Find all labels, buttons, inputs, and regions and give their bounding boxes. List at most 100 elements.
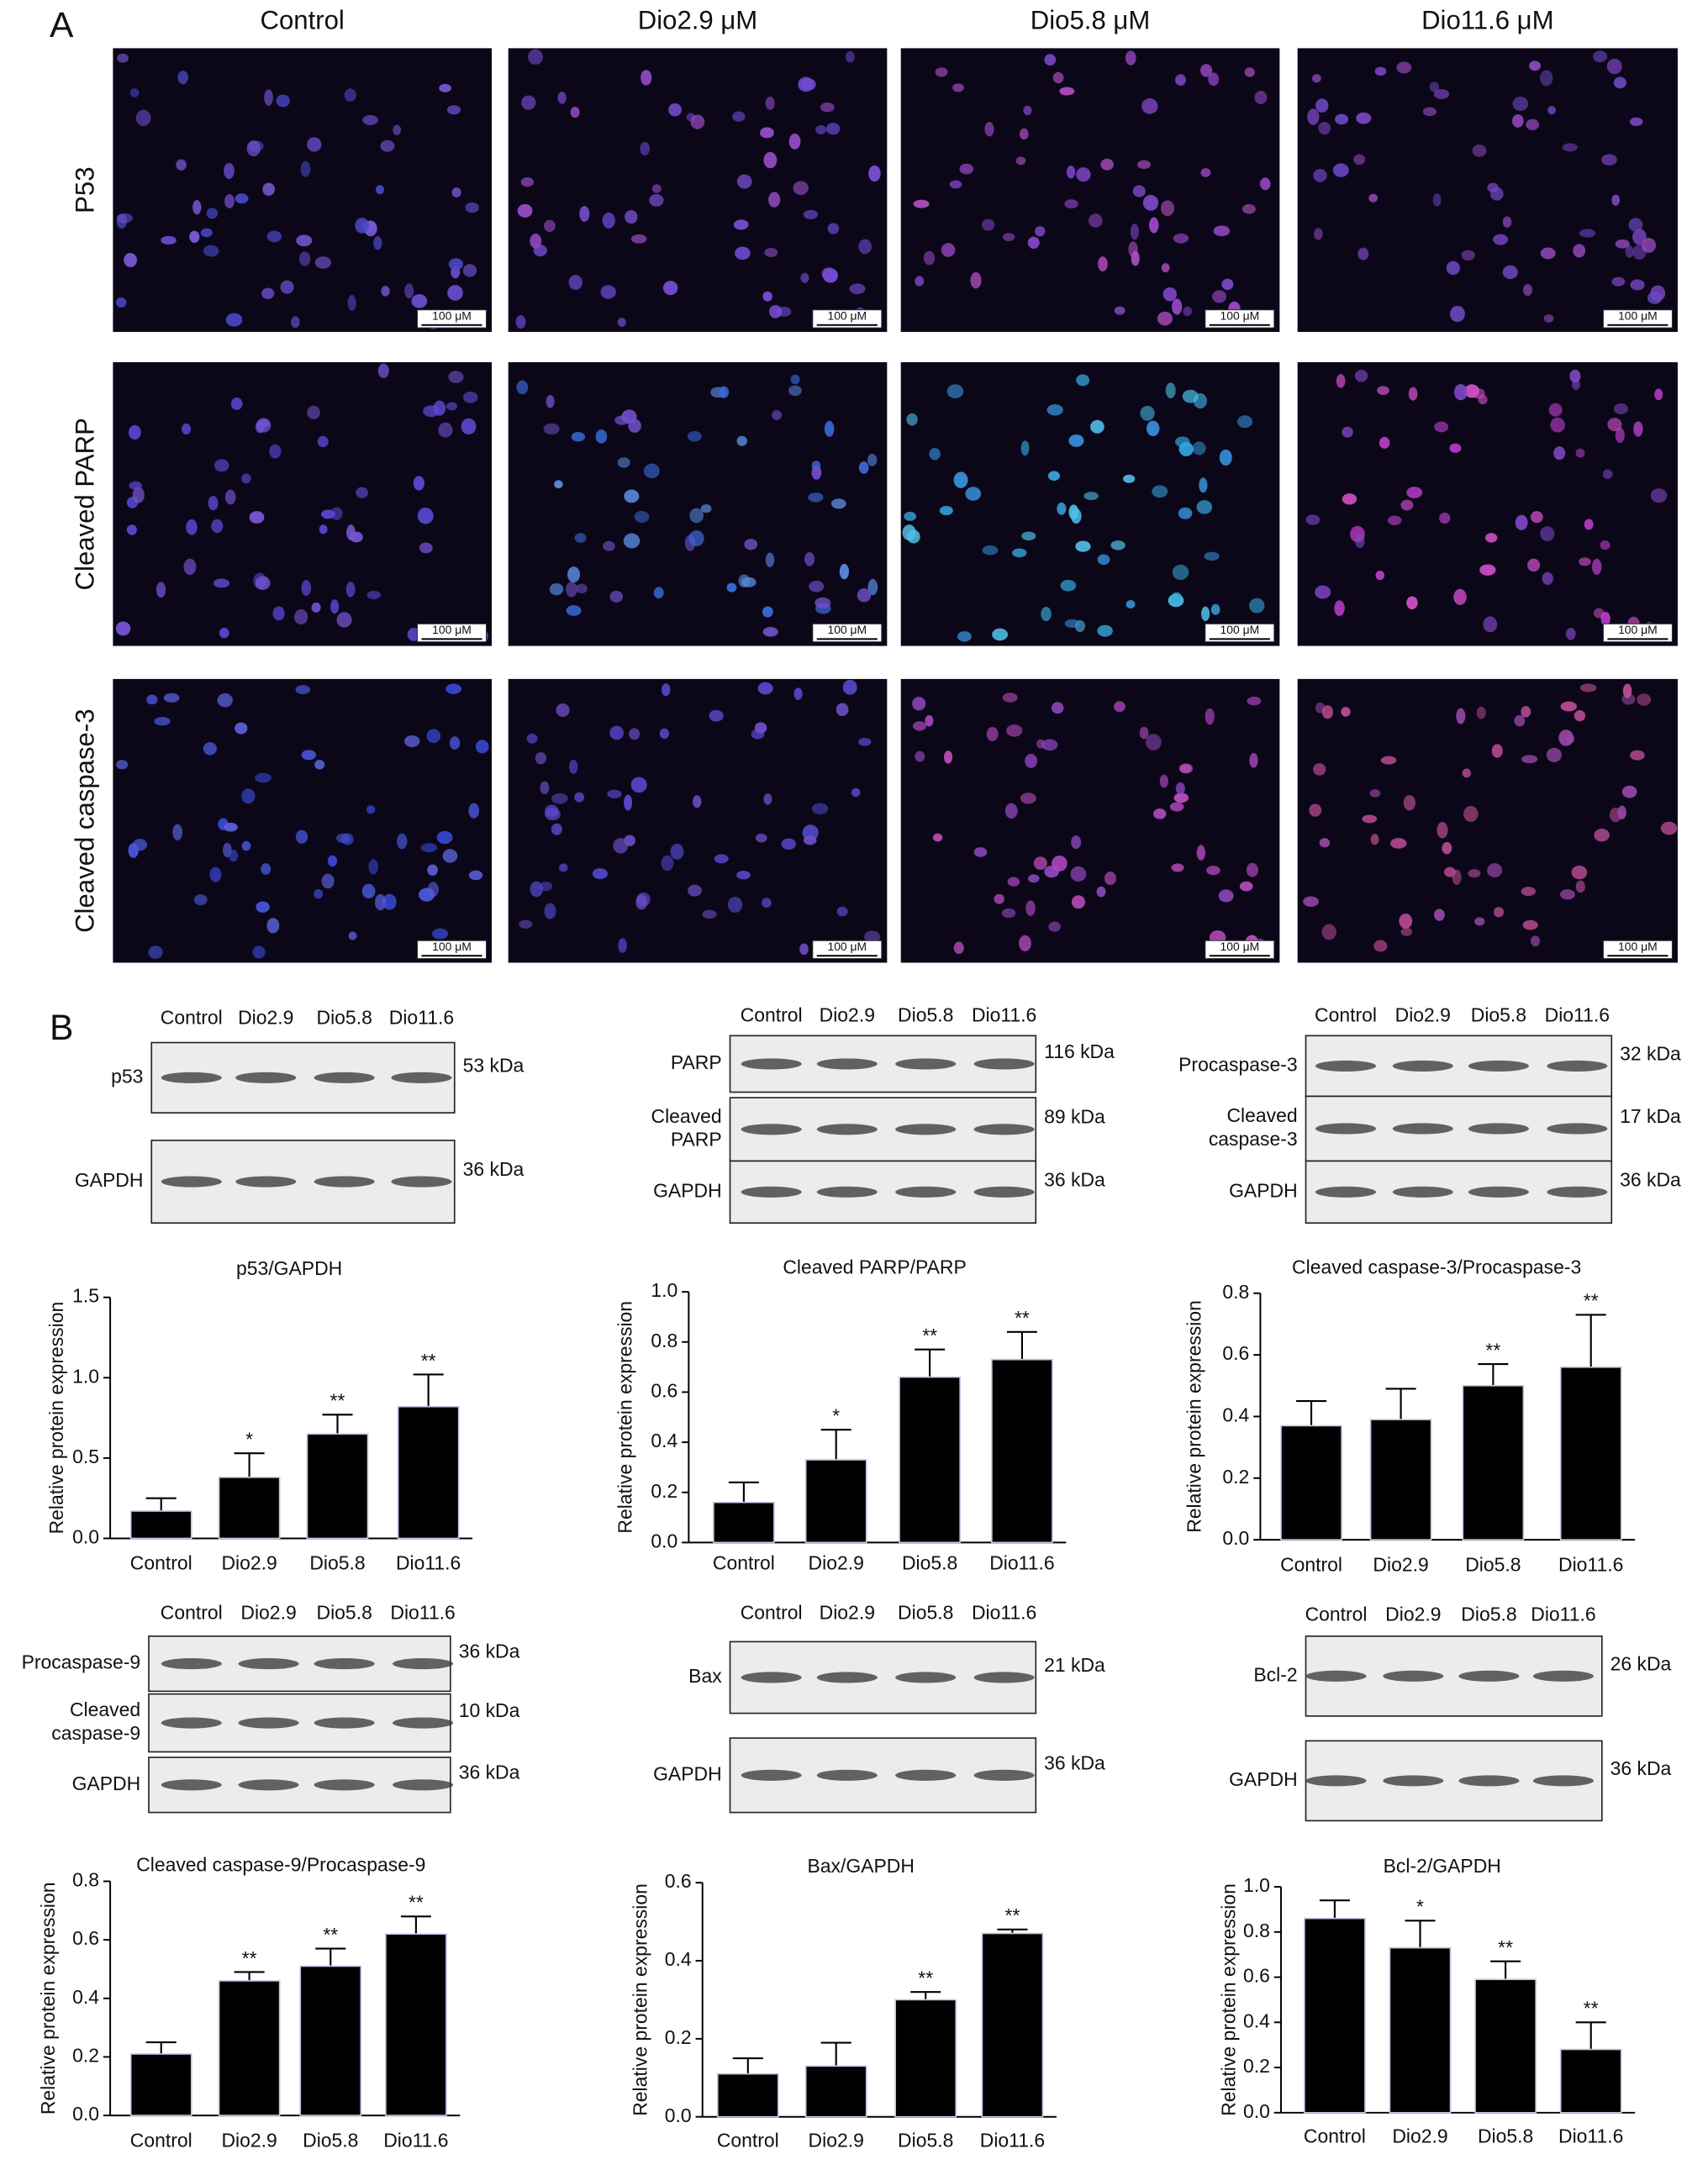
cell-nucleus [1159, 774, 1169, 788]
cell-nucleus [953, 941, 964, 955]
cell-nucleus [992, 628, 1009, 641]
cell-nucleus [261, 863, 271, 875]
cell-nucleus [154, 717, 171, 726]
cell-nucleus [736, 871, 751, 880]
cell-nucleus [291, 316, 300, 329]
cell-nucleus [1611, 277, 1626, 287]
cell-nucleus [618, 938, 627, 953]
cell-nucleus [366, 591, 382, 600]
cell-nucleus [668, 103, 682, 117]
cell-nucleus [1041, 739, 1058, 751]
x-tick-label: Dio11.6 [1558, 1553, 1623, 1575]
cell-nucleus [659, 728, 670, 740]
cell-nucleus [1311, 74, 1321, 83]
cell-nucleus [1020, 440, 1030, 456]
cell-nucleus [1125, 50, 1136, 66]
blot-row-label: Cleaved [1226, 1104, 1297, 1126]
cell-nucleus [949, 180, 962, 189]
blot-band [741, 1058, 802, 1070]
cell-nucleus [1377, 386, 1389, 395]
cell-nucleus [1558, 729, 1574, 746]
cell-nucleus [1630, 750, 1645, 761]
cell-nucleus [1208, 72, 1220, 87]
cell-nucleus [600, 285, 616, 299]
y-tick-label: 1.0 [1243, 1874, 1270, 1896]
blot-band [1315, 1060, 1377, 1072]
cell-nucleus [643, 463, 660, 479]
cell-nucleus [1341, 707, 1351, 717]
significance-marker: ** [922, 1325, 937, 1346]
cell-nucleus [1076, 374, 1090, 387]
cell-nucleus [163, 693, 180, 703]
cell-nucleus [116, 213, 133, 224]
micrograph [900, 362, 1280, 646]
cell-nucleus [957, 631, 972, 642]
cell-nucleus [800, 272, 809, 283]
cell-nucleus [670, 843, 684, 861]
cell-nucleus [651, 184, 662, 193]
cell-nucleus [1132, 185, 1146, 198]
cell-nucleus [981, 219, 995, 231]
cell-nucleus [858, 461, 869, 474]
cell-nucleus [603, 540, 615, 551]
cell-nucleus [448, 371, 464, 383]
cell-nucleus [1070, 866, 1087, 882]
cell-nucleus [1433, 88, 1450, 99]
cell-nucleus [571, 432, 586, 442]
cell-nucleus [255, 576, 271, 591]
cell-nucleus [1373, 940, 1388, 952]
cell-nucleus [404, 283, 414, 299]
cell-nucleus [249, 511, 265, 524]
cell-nucleus [736, 435, 747, 446]
cell-nucleus [1502, 265, 1518, 280]
cell-nucleus [449, 736, 461, 751]
cell-nucleus [1494, 907, 1505, 918]
cell-nucleus [1204, 551, 1220, 561]
bar [804, 1459, 867, 1544]
blot-row-label: Cleaved [651, 1105, 722, 1127]
cell-nucleus [845, 50, 855, 63]
cell-nucleus [526, 733, 538, 744]
cell-nucleus [1147, 420, 1160, 436]
blot-band [1547, 1123, 1608, 1135]
significance-marker: ** [1015, 1307, 1030, 1329]
cell-nucleus [765, 552, 775, 568]
x-tick-label: Control [1280, 1553, 1342, 1575]
cell-nucleus [1201, 606, 1210, 622]
cell-nucleus [640, 141, 651, 155]
cell-nucleus [272, 606, 285, 621]
bar [1559, 2048, 1622, 2114]
cell-nucleus [1370, 834, 1379, 845]
cell-nucleus [1511, 114, 1524, 128]
blot-band [391, 1072, 452, 1083]
cell-nucleus [1125, 599, 1136, 609]
cell-nucleus [1313, 168, 1327, 182]
cell-nucleus [517, 203, 533, 218]
cell-nucleus [203, 245, 219, 257]
cell-nucleus [1543, 313, 1554, 323]
significance-marker: ** [1584, 1998, 1599, 2020]
cell-nucleus [765, 96, 775, 110]
cell-nucleus [1089, 213, 1103, 228]
cell-nucleus [959, 163, 974, 175]
blot-band [973, 1124, 1035, 1135]
cell-nucleus [1443, 866, 1456, 877]
cell-nucleus [115, 621, 131, 636]
lane-label: Dio2.9 [240, 1602, 296, 1624]
blot-row-label: GAPDH [75, 1169, 144, 1191]
blot-band [895, 1058, 957, 1070]
cell-nucleus [311, 602, 321, 613]
cell-nucleus [298, 251, 311, 266]
cell-nucleus [1439, 512, 1451, 524]
cell-nucleus [1165, 382, 1176, 398]
cell-nucleus [128, 424, 141, 440]
cell-nucleus [735, 246, 751, 261]
cell-nucleus [549, 583, 564, 596]
cell-nucleus [1051, 702, 1064, 714]
chart-title: Cleaved caspase-3/Procaspase-3 [1292, 1256, 1581, 1277]
cell-nucleus [1199, 477, 1208, 493]
cell-nucleus [1512, 97, 1528, 112]
cell-nucleus [1182, 389, 1199, 403]
blot-row-label: caspase-9 [51, 1722, 140, 1744]
cell-nucleus [213, 578, 230, 588]
